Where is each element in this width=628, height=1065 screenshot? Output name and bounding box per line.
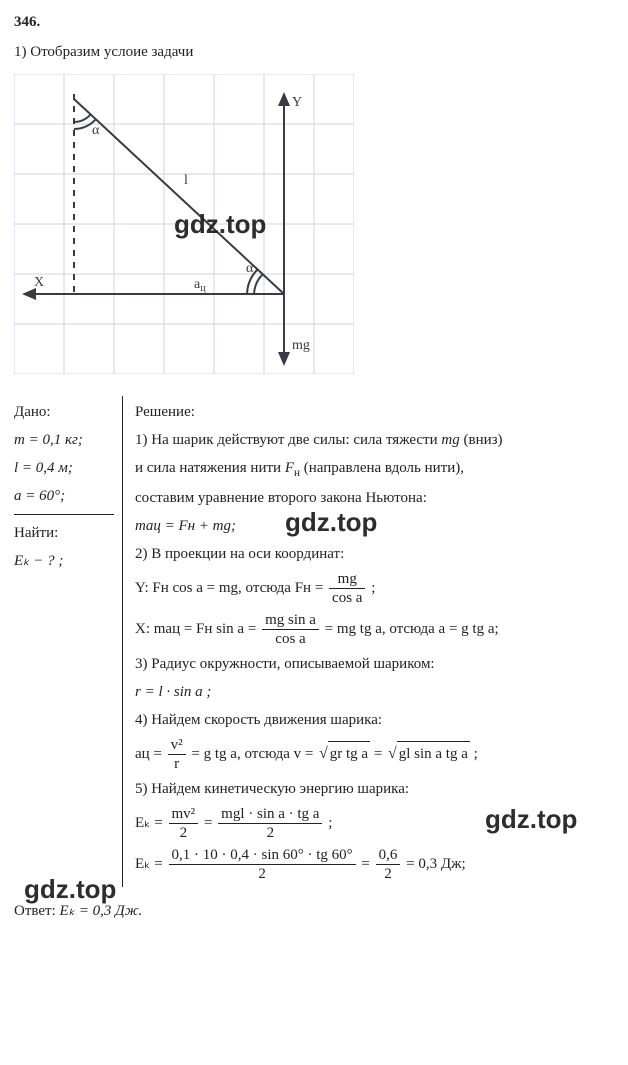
given-column: Дано: m = 0,1 кг; l = 0,4 м; a = 60°; На… <box>14 396 123 887</box>
label-mg: mg <box>292 338 310 353</box>
step-1c: составим уравнение второго закона Ньютон… <box>135 486 614 510</box>
step-5a: Eₖ = mv²2 = mgl · sin a · tg a2 ; gdz.to… <box>135 805 614 842</box>
find-title: Найти: <box>14 521 114 545</box>
label-alpha-bottom: α <box>246 261 254 276</box>
eq-newton: maц = Fн + mg; gdz.top <box>135 514 614 538</box>
label-l: l <box>184 173 188 188</box>
step-4eq: aц = v²r = g tg a, отсюда v = gr tg a = … <box>135 736 614 773</box>
find-ek: Eₖ − ? ; <box>14 549 114 573</box>
step-3eq: r = l · sin a ; <box>135 680 614 704</box>
force-diagram: Y X α α l aц mg gdz.top <box>14 74 614 382</box>
step-3: 3) Радиус окружности, описываемой шарико… <box>135 652 614 676</box>
given-title: Дано: <box>14 400 114 424</box>
step-5: 5) Найдем кинетическую энергию шарика: <box>135 777 614 801</box>
label-alpha-top: α <box>92 123 100 138</box>
label-ac: aц <box>194 277 206 294</box>
label-X: X <box>34 275 44 290</box>
step-2y: Y: Fн cos a = mg, отсюда Fн = mgcos a ; <box>135 570 614 607</box>
label-Y: Y <box>292 95 302 110</box>
given-m: m = 0,1 кг; <box>14 428 114 452</box>
given-a: a = 60°; <box>14 484 114 508</box>
solution-column: Решение: 1) На шарик действуют две силы:… <box>123 396 614 887</box>
solution-block: Дано: m = 0,1 кг; l = 0,4 м; a = 60°; На… <box>14 396 614 887</box>
answer: Ответ: Eₖ = 0,3 Дж. <box>14 899 614 923</box>
step-1a: 1) На шарик действуют две силы: сила тяж… <box>135 428 614 452</box>
intro-line: 1) Отобразим услоие задачи <box>14 40 614 64</box>
problem-number: 346. <box>14 10 614 34</box>
step-4: 4) Найдем скорость движения шарика: <box>135 708 614 732</box>
step-2x: X: maц = Fн sin a = mg sin acos a = mg t… <box>135 611 614 648</box>
step-1b: и сила натяжения нити Fн (направлена вдо… <box>135 456 614 482</box>
step-5b: Eₖ = 0,1 · 10 · 0,4 · sin 60° · tg 60°2 … <box>135 846 614 883</box>
solution-title: Решение: <box>135 400 614 424</box>
step-2: 2) В проекции на оси координат: <box>135 542 614 566</box>
given-l: l = 0,4 м; <box>14 456 114 480</box>
watermark-3: gdz.top <box>485 799 577 841</box>
